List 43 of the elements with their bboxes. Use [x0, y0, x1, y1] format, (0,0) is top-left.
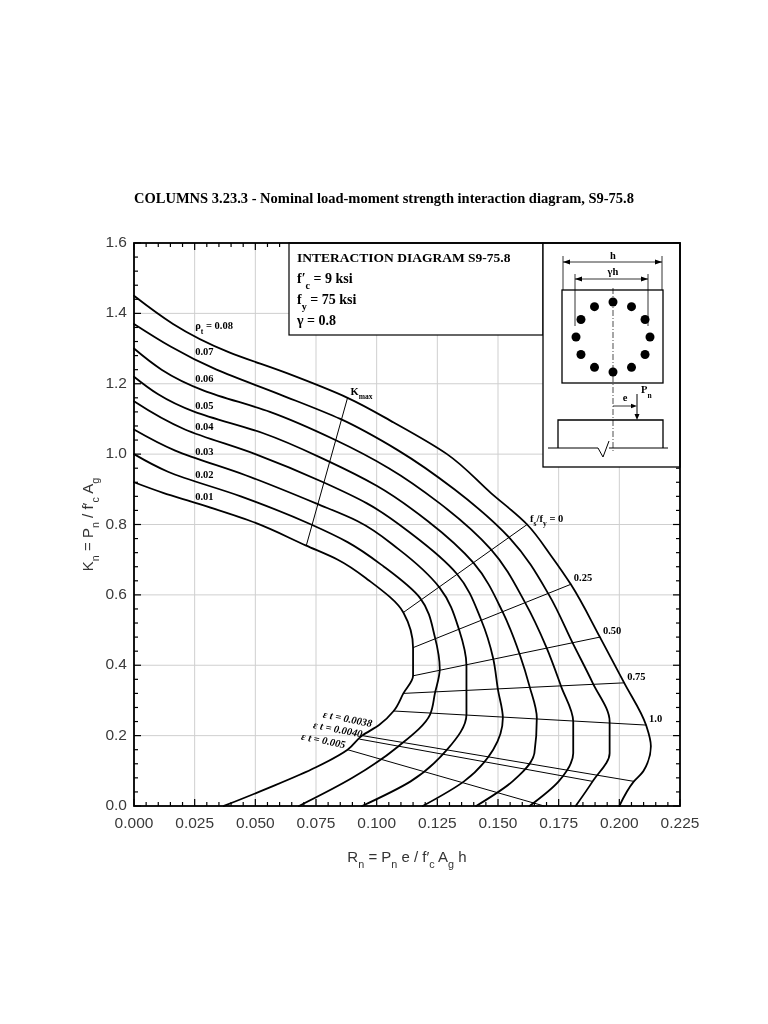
x-tick-label: 0.125 [417, 814, 457, 832]
x-tick-label: 0.075 [296, 814, 336, 832]
x-tick-label: 0.050 [235, 814, 276, 832]
series-label: 0.50 [602, 625, 622, 637]
x-tick-label: 0.000 [114, 814, 154, 832]
annotation: γh [606, 266, 619, 277]
annotation: h [610, 250, 617, 261]
series-label: 0.01 [195, 490, 214, 502]
x-tick-label: 0.225 [660, 814, 700, 832]
chart-title: COLUMNS 3.23.3 - Nominal load-moment strength interaction diagram, S9-75.8 [134, 190, 634, 206]
x-tick-label: 0.175 [539, 814, 579, 832]
series-label: K$_{max}$ [350, 386, 373, 402]
y-tick-label: 0.4 [105, 655, 128, 673]
y-tick-label: 0.2 [105, 725, 127, 743]
series-label: 0.06 [195, 373, 214, 385]
y-tick-label: 0.6 [105, 584, 127, 602]
series-label: 0.25 [573, 572, 593, 584]
y-tick-label: 1.2 [105, 373, 127, 391]
annotation: e [622, 392, 628, 403]
y-tick-label: 1.4 [105, 303, 128, 321]
series-label: 0.03 [195, 445, 214, 457]
text: R$_{n}$ = P$_{n}$ e / f′$_{c}$ A$_{g}$ h [347, 848, 467, 870]
annotation: INTERACTION DIAGRAM S9-75.8 [297, 250, 511, 265]
y-tick-label: 0.0 [105, 796, 128, 814]
annotation: f$_{y}$ = 75 ksi [297, 292, 357, 312]
x-tick-label: 0.100 [357, 814, 397, 832]
series-label: f$_{s}$/f$_{y}$ = 0 [530, 512, 564, 528]
y-tick-label: 1.6 [105, 233, 127, 251]
x-tick-label: 0.025 [175, 814, 215, 832]
legend-label: 1.0 [649, 713, 663, 725]
series-label: 0.75 [627, 671, 646, 683]
series-label: 0.05 [195, 400, 214, 412]
series-label: 0.02 [195, 468, 214, 480]
y-tick-label: 1.0 [105, 444, 128, 462]
annotation: P$_{n}$ [641, 384, 653, 400]
series-label: 0.04 [195, 421, 215, 433]
x-tick-label: 0.150 [478, 814, 518, 832]
annotation: f′$_{c}$ = 9 ksi [297, 271, 353, 291]
series-label: 0.07 [195, 345, 214, 357]
annotation: γ = 0.8 [296, 313, 337, 328]
y-tick-label: 0.8 [105, 514, 127, 532]
x-tick-label: 0.200 [599, 814, 640, 832]
series-label: ρ$_{t}$ = 0.08 [195, 320, 233, 336]
